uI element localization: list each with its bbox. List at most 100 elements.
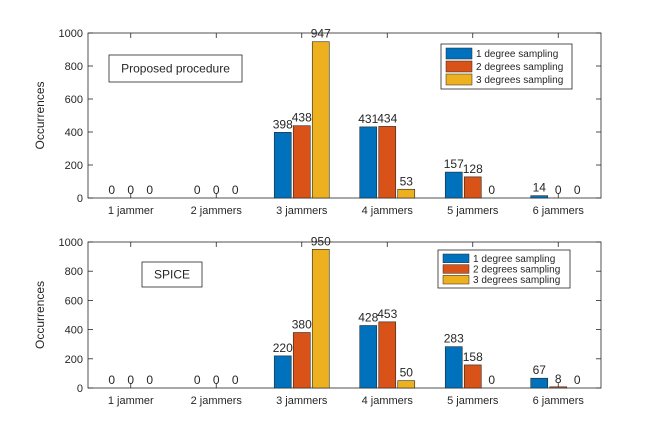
bar xyxy=(530,377,549,389)
data-label: 453 xyxy=(377,307,397,321)
bar xyxy=(397,188,416,199)
y-tick-label: 0 xyxy=(77,383,83,395)
legend-swatch xyxy=(442,264,470,274)
y-tick-label: 1000 xyxy=(59,28,83,40)
bar xyxy=(311,41,330,199)
data-label: 0 xyxy=(146,373,153,387)
x-tick-label: 5 jammers xyxy=(447,395,499,407)
legend-entry: 2 degrees sampling xyxy=(476,62,563,73)
legend-swatch xyxy=(442,275,470,285)
bar xyxy=(359,325,378,389)
data-label: 67 xyxy=(533,363,547,377)
y-tick-label: 800 xyxy=(65,61,83,73)
legend-entry: 3 degrees sampling xyxy=(476,75,563,86)
data-label: 53 xyxy=(400,174,414,188)
data-label: 0 xyxy=(146,183,153,197)
data-label: 0 xyxy=(127,373,134,387)
data-label: 0 xyxy=(194,183,201,197)
data-label: 157 xyxy=(444,157,464,171)
data-label: 0 xyxy=(574,183,581,197)
data-label: 431 xyxy=(358,112,378,126)
legend-swatch xyxy=(445,73,473,86)
data-label: 0 xyxy=(213,373,220,387)
legend: 1 degree sampling 2 degrees sampling 3 deg… xyxy=(440,43,573,90)
data-label: 0 xyxy=(555,183,562,197)
bar xyxy=(444,346,463,389)
data-label: 283 xyxy=(444,332,464,346)
y-axis-label: Occurrences xyxy=(33,281,47,349)
bar xyxy=(311,249,330,389)
data-label: 0 xyxy=(232,183,239,197)
bar xyxy=(378,126,397,199)
data-label: 0 xyxy=(574,373,581,387)
y-tick-label: 400 xyxy=(65,127,83,139)
bar xyxy=(397,380,416,389)
x-tick-label: 1 jammer xyxy=(108,395,154,407)
chart-panel-1: 0 200 400 600 800 1000 Occurrences 1 jammer 2 ja… xyxy=(33,27,602,217)
y-tick-label: 800 xyxy=(65,266,83,278)
data-label: 398 xyxy=(273,117,293,131)
x-tick-label: 2 jammers xyxy=(191,205,243,217)
data-label: 50 xyxy=(400,366,414,380)
y-tick-label: 600 xyxy=(65,295,83,307)
bar xyxy=(273,355,292,389)
data-label: 158 xyxy=(463,350,483,364)
data-label: 434 xyxy=(377,111,397,125)
annotation-text: SPICE xyxy=(154,268,190,282)
legend-entry: 2 degrees sampling xyxy=(473,265,560,276)
bar xyxy=(530,195,549,199)
x-tick-label: 1 jammer xyxy=(108,205,154,217)
bar xyxy=(444,171,463,199)
bar xyxy=(292,332,311,389)
annotation-text: Proposed procedure xyxy=(121,62,230,76)
x-tick-label: 2 jammers xyxy=(191,395,243,407)
data-label: 0 xyxy=(232,373,239,387)
data-label: 128 xyxy=(463,162,483,176)
y-tick-label: 0 xyxy=(77,193,83,205)
legend-entry: 1 degree sampling xyxy=(473,254,555,265)
data-label: 0 xyxy=(488,183,495,197)
bar xyxy=(292,125,311,199)
annotation-box xyxy=(108,54,243,83)
data-label: 0 xyxy=(213,183,220,197)
x-tick-label: 6 jammers xyxy=(533,205,585,217)
x-tick-label: 5 jammers xyxy=(447,205,499,217)
legend-entry: 1 degree sampling xyxy=(476,49,558,60)
y-tick-label: 1000 xyxy=(59,237,83,249)
x-tick-label: 4 jammers xyxy=(362,205,414,217)
y-tick-label: 200 xyxy=(65,160,83,172)
y-tick-label: 400 xyxy=(65,325,83,337)
bar xyxy=(359,126,378,199)
bar xyxy=(273,132,292,199)
data-label: 0 xyxy=(127,183,134,197)
data-label: 0 xyxy=(488,373,495,387)
data-label: 0 xyxy=(194,373,201,387)
x-tick-label: 3 jammers xyxy=(276,205,328,217)
bar xyxy=(463,176,482,199)
y-axis-label: Occurrences xyxy=(33,81,47,149)
bar xyxy=(463,364,482,389)
legend-swatch xyxy=(445,47,473,60)
x-tick-label: 4 jammers xyxy=(362,395,414,407)
annotation-box xyxy=(141,261,203,288)
data-label: 14 xyxy=(533,181,547,195)
x-tick-label: 3 jammers xyxy=(276,395,328,407)
y-tick-label: 200 xyxy=(65,354,83,366)
x-tick-label: 6 jammers xyxy=(533,395,585,407)
data-label: 0 xyxy=(108,183,115,197)
legend-swatch xyxy=(445,60,473,73)
y-tick-label: 600 xyxy=(65,94,83,106)
data-label: 438 xyxy=(292,111,312,125)
bar xyxy=(378,321,397,389)
data-label: 947 xyxy=(311,27,331,41)
data-label: 428 xyxy=(358,311,378,325)
bar xyxy=(549,386,568,389)
data-label: 0 xyxy=(108,373,115,387)
data-label: 220 xyxy=(273,341,293,355)
data-label: 380 xyxy=(292,318,312,332)
data-label: 8 xyxy=(555,372,562,386)
data-label: 950 xyxy=(311,234,331,248)
